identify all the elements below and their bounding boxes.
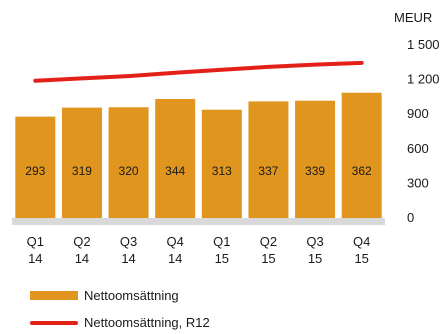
- bar: [248, 101, 289, 218]
- bar: [341, 92, 382, 218]
- y-tick-label: 900: [407, 106, 429, 121]
- y-tick-label: 1 500: [407, 37, 440, 52]
- bar-value-label: 319: [72, 164, 92, 178]
- chart: 293 319 320 344 313 337 339 362 Q1 14 Q2 14 Q3 14 Q4 1…: [12, 10, 440, 266]
- legend-bar-label: Nettoomsättning: [84, 288, 179, 303]
- legend-bar-swatch: [30, 291, 78, 300]
- x-tick-label: 15: [261, 251, 275, 266]
- bar-value-label: 293: [25, 164, 45, 178]
- x-tick-label: Q1: [213, 234, 230, 249]
- bar-value-label: 320: [119, 164, 139, 178]
- x-tick-label: Q3: [306, 234, 323, 249]
- x-tick-label: Q2: [73, 234, 90, 249]
- x-tick-label: 14: [28, 251, 42, 266]
- x-tick-label: Q1: [27, 234, 44, 249]
- bar-value-label: 339: [305, 164, 325, 178]
- x-axis-labels: Q1 14 Q2 14 Q3 14 Q4 14 Q1 15 Q2 15 Q3 15 Q4 15: [27, 234, 371, 266]
- x-tick-label: 14: [75, 251, 89, 266]
- x-tick-label: Q4: [167, 234, 184, 249]
- bar-value-label: 362: [352, 164, 372, 178]
- legend-line-swatch: [30, 320, 78, 325]
- y-tick-label: 300: [407, 175, 429, 190]
- legend-item-bar: Nettoomsättning: [30, 288, 179, 303]
- y-tick-label: 1 200: [407, 72, 440, 87]
- x-tick-label: Q3: [120, 234, 137, 249]
- bar: [295, 100, 336, 218]
- x-tick-label: 15: [215, 251, 229, 266]
- x-tick-label: 14: [168, 251, 182, 266]
- bars-group: [15, 92, 382, 218]
- y-axis-labels: 0 300 600 900 1 200 1 500: [407, 37, 440, 225]
- unit-label: MEUR: [394, 10, 432, 25]
- y-tick-label: 0: [407, 210, 414, 225]
- bar: [61, 107, 102, 218]
- x-tick-label: Q2: [260, 234, 277, 249]
- x-tick-label: 15: [308, 251, 322, 266]
- x-tick-label: Q4: [353, 234, 370, 249]
- legend-line-label: Nettoomsättning, R12: [84, 315, 210, 330]
- bar-value-label: 344: [165, 164, 185, 178]
- x-tick-label: 15: [354, 251, 368, 266]
- x-axis-band: [12, 218, 385, 225]
- legend-item-line: Nettoomsättning, R12: [30, 315, 210, 330]
- bar-value-label: 337: [258, 164, 278, 178]
- bar-labels-group: 293 319 320 344 313 337 339 362: [25, 164, 372, 178]
- bar: [108, 107, 149, 218]
- r12-line: [33, 60, 364, 83]
- bar: [201, 109, 242, 218]
- x-tick-label: 14: [121, 251, 135, 266]
- y-tick-label: 600: [407, 141, 429, 156]
- bar-value-label: 313: [212, 164, 232, 178]
- bar: [15, 116, 56, 218]
- bar: [155, 98, 196, 218]
